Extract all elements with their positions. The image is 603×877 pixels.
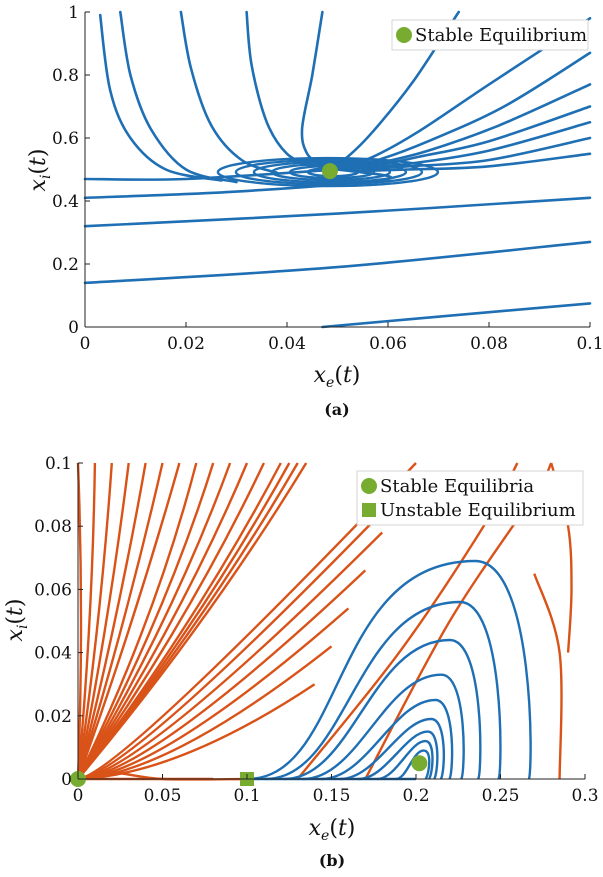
orange-trajectory (76, 462, 198, 780)
orange-trajectory (533, 573, 563, 780)
legend-square-marker (362, 503, 376, 517)
panel-a-legend: Stable Equilibrium (391, 19, 589, 51)
y-tick-label: 0 (61, 770, 72, 790)
x-tick-label: 0.1 (576, 334, 603, 354)
panel-b-axes (77, 462, 586, 780)
trajectory-curve (341, 51, 592, 170)
orange-trajectory (76, 462, 249, 780)
orange-trajectory (77, 462, 308, 780)
orange-trajectory (77, 462, 417, 781)
blue-trajectory (339, 717, 445, 781)
x-tick-label: 0.2 (402, 786, 429, 806)
x-tick-label: 0.25 (482, 786, 520, 806)
legend-circle-marker (361, 478, 377, 494)
legend-circle-marker (396, 27, 412, 43)
orange-trajectory (76, 462, 147, 780)
orange-trajectory (76, 462, 113, 780)
panel-a-trajectories (83, 10, 592, 329)
orange-trajectory (77, 462, 265, 780)
x-tick-label: 0 (73, 786, 84, 806)
trajectory-curve (179, 10, 279, 174)
x-tick-label: 0 (80, 334, 91, 354)
panel-a-tick-labels: 0 0.02 0.04 0.06 0.08 0.1 0 0.2 0.4 0.6 0.8 1 (52, 3, 603, 354)
x-tick-label: 0.05 (144, 786, 182, 806)
y-tick-label: 0.2 (52, 255, 79, 275)
panel-a-x-axis-label: xe(t) (314, 363, 361, 391)
x-tick-label: 0.02 (167, 334, 205, 354)
legend-box (356, 470, 584, 526)
panel-a-caption: (a) (324, 400, 350, 419)
panel-b-tick-labels: 0 0.05 0.1 0.15 0.2 0.25 0.3 0 0.02 0.04 0.06 0.08 0… (34, 454, 598, 806)
y-tick-label: 0.02 (34, 707, 72, 727)
panel-b-caption: (b) (319, 851, 345, 870)
trajectory-curve (341, 83, 592, 171)
orange-trajectory (76, 462, 232, 780)
blue-trajectory (302, 673, 465, 781)
trajectory-curve (98, 13, 223, 182)
panel-a-y-axis-label: xi(t) (26, 149, 54, 192)
legend-label: Stable Equilibria (380, 476, 534, 497)
panel-b-legend: Stable Equilibria Unstable Equilibrium (356, 470, 584, 526)
panel-b-x-axis-label: xe(t) (309, 816, 356, 844)
panel-a-chart: 0 0.02 0.04 0.06 0.08 0.1 0 0.2 0.4 0.6 0.8 1 xe(t)… (26, 3, 603, 419)
blue-trajectory (395, 749, 431, 781)
orange-trajectory (77, 531, 384, 781)
blue-trajectory (358, 730, 439, 781)
x-tick-label: 0.3 (571, 786, 598, 806)
orange-trajectory (77, 493, 400, 781)
y-tick-label: 0.8 (52, 66, 79, 86)
trajectory-curve (356, 152, 592, 173)
orange-trajectory (76, 462, 97, 780)
orange-trajectory (76, 462, 215, 780)
panel-b-y-axis-label: xi(t) (3, 599, 31, 642)
spiral-orbit (252, 160, 408, 184)
trajectory-curve (83, 168, 339, 181)
panel-b-chart: 0 0.05 0.1 0.15 0.2 0.25 0.3 0 0.02 0.04 0.06 0.08 0… (3, 454, 599, 870)
y-tick-label: 0.06 (34, 580, 72, 600)
panel-a-axes (84, 11, 591, 328)
y-tick-label: 1 (68, 3, 79, 23)
stable-equilibrium-marker (411, 755, 428, 772)
x-tick-label: 0.15 (313, 786, 351, 806)
blue-trajectory (284, 638, 482, 781)
y-tick-label: 0.04 (34, 644, 72, 664)
blue-trajectory (376, 739, 434, 781)
x-tick-label: 0.04 (268, 334, 306, 354)
legend-label: Unstable Equilibrium (380, 500, 576, 521)
x-tick-label: 0.1 (233, 786, 260, 806)
orange-trajectory (77, 683, 316, 781)
orange-trajectory (76, 462, 130, 780)
trajectory-curve (83, 240, 592, 285)
trajectory-curve (83, 168, 393, 200)
spiral-orbit (234, 158, 424, 186)
stable-equilibrium-marker (321, 163, 338, 180)
trajectory-curve (300, 10, 324, 168)
orange-trajectory (76, 462, 181, 780)
orange-trajectory (76, 462, 83, 780)
y-tick-label: 0.4 (52, 192, 79, 212)
y-tick-label: 0.08 (34, 517, 72, 537)
y-tick-label: 0.6 (52, 129, 79, 149)
trajectory-curve (119, 10, 238, 184)
trajectory-curve (321, 302, 592, 329)
x-tick-label: 0.06 (369, 334, 407, 354)
y-tick-label: 0.1 (45, 454, 72, 474)
x-tick-label: 0.08 (470, 334, 508, 354)
blue-trajectory (246, 559, 532, 781)
blue-trajectory (321, 698, 454, 781)
spiral-orbit (216, 156, 440, 188)
legend-label: Stable Equilibrium (415, 25, 587, 46)
blue-trajectory (265, 600, 502, 781)
y-tick-label: 0 (68, 318, 79, 338)
trajectory-curve (83, 196, 592, 228)
legend-box (391, 19, 589, 51)
orange-trajectory (76, 462, 164, 780)
